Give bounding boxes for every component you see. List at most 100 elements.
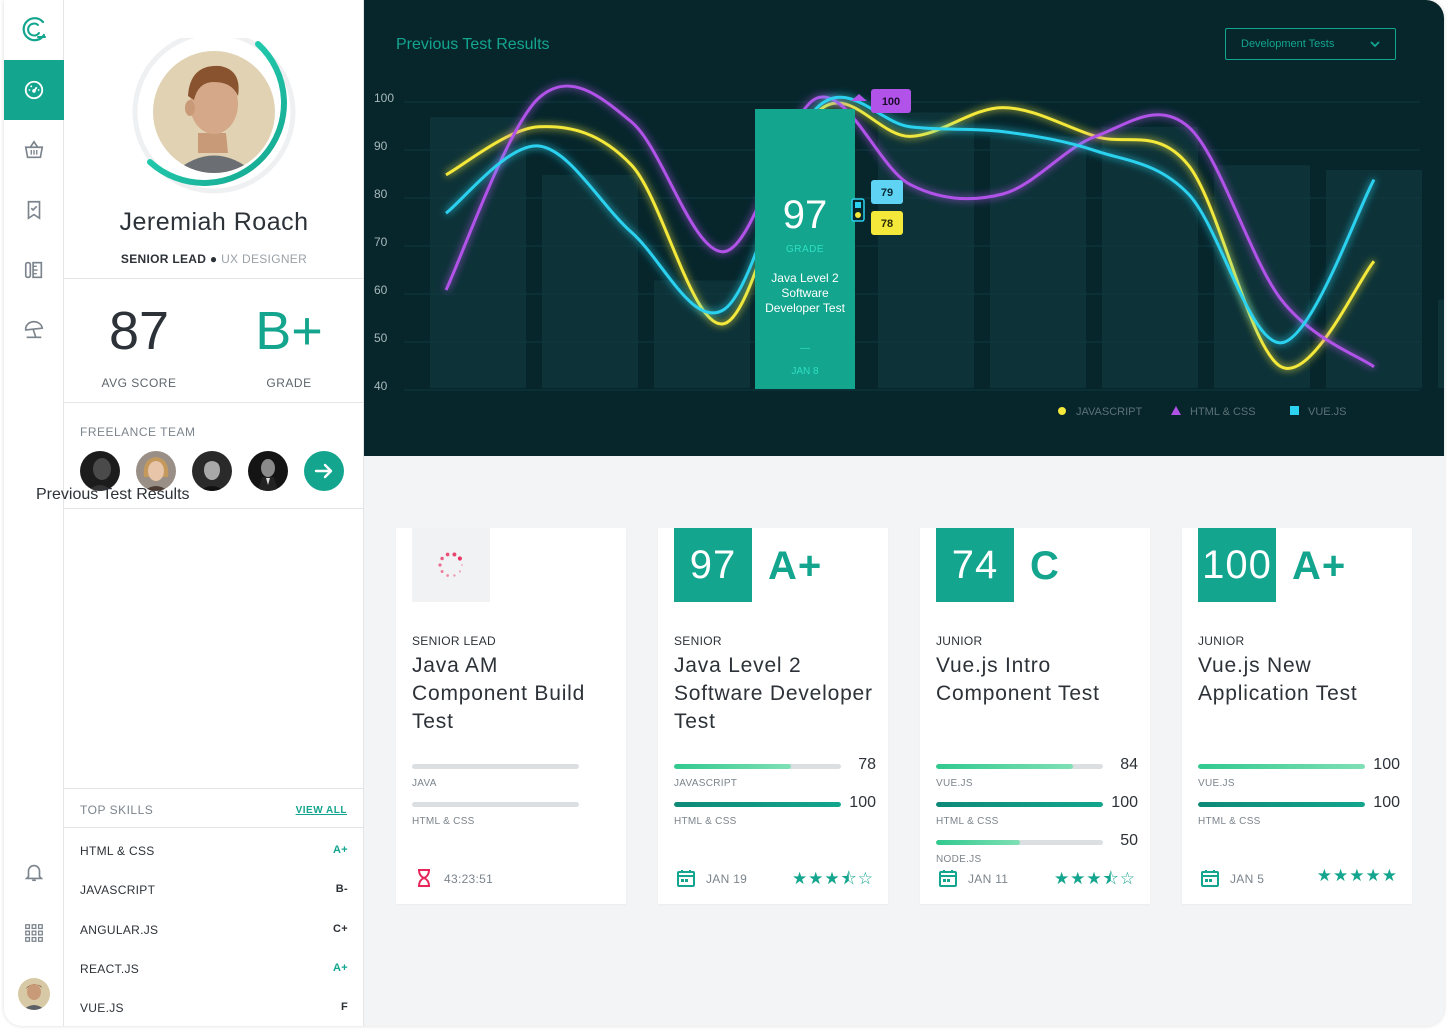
user-avatar-small[interactable] (18, 978, 50, 1010)
logo-icon[interactable] (21, 16, 47, 42)
skill-progress-bar (674, 802, 841, 807)
chart-bg-column (542, 174, 638, 388)
card-score: 100 (1198, 528, 1276, 602)
legend-label: HTML & CSS (1190, 406, 1256, 418)
nav-dashboard[interactable] (4, 60, 64, 120)
skill-grade: A+ (333, 961, 348, 974)
nav-shop[interactable] (4, 120, 64, 180)
team-member-avatar[interactable] (192, 451, 232, 491)
dashboard-icon (24, 80, 44, 100)
series-line-vue-js[interactable] (445, 95, 1376, 345)
card-level: JUNIOR (936, 634, 983, 648)
test-type-dropdown[interactable]: Development Tests (1225, 28, 1396, 60)
grade-value: B+ (255, 301, 323, 361)
chart-panel: Previous Test Results Development Tests … (364, 0, 1444, 456)
skill-name: HTML & CSS (80, 844, 155, 858)
card-loading (412, 528, 490, 602)
skill-row[interactable]: VUE.JS F (80, 1001, 348, 1015)
series-line-html-css[interactable] (444, 84, 1375, 369)
series-line-javascript[interactable] (445, 101, 1376, 370)
highlight-bar[interactable] (755, 109, 855, 389)
js-value-tag-text: 78 (881, 218, 893, 230)
card-grade: C (1030, 544, 1060, 588)
skill-name: JAVASCRIPT (80, 883, 156, 898)
skill-name: REACT.JS (80, 961, 140, 976)
app-frame: Jeremiah Roach SENIOR LEAD ● UX DESIGNER… (4, 0, 1444, 1026)
highlight-test-line-2: Software (781, 286, 829, 300)
bell-icon (24, 864, 44, 882)
skill-progress-bar (674, 764, 841, 769)
js-value-tag (871, 211, 903, 235)
legend-label: VUE.JS (1308, 406, 1347, 418)
nav-tasks[interactable] (4, 180, 64, 240)
skill-name: VUE.JS (80, 1001, 124, 1016)
skill-row[interactable]: HTML & CSS A+ (80, 844, 348, 858)
view-all-link[interactable]: VIEW ALL (295, 805, 347, 816)
y-tick-label: 80 (374, 187, 388, 201)
calendar-icon (677, 870, 695, 887)
card-level: SENIOR (674, 634, 722, 648)
skill-score: 78 (858, 756, 876, 773)
html-value-tag-text: 100 (882, 96, 900, 108)
nav-beach[interactable] (4, 300, 64, 360)
card-level: SENIOR LEAD (412, 634, 496, 648)
highlight-test-line-3: Developer Test (765, 301, 845, 315)
skill-grade: B- (335, 883, 348, 896)
skill-progress-fill (936, 840, 1020, 845)
team-member-avatar[interactable] (80, 451, 120, 491)
vue-value-tag (871, 180, 903, 204)
vue-value-tag-text: 79 (881, 187, 893, 199)
arrow-right-icon (314, 463, 333, 479)
html-value-tag (871, 89, 911, 113)
skill-grade: C+ (333, 922, 348, 935)
legend-label: JAVASCRIPT (1076, 406, 1142, 418)
skill-grade: F (340, 1001, 348, 1014)
skill-progress-bar (936, 764, 1103, 769)
card-footer-text: JAN 19 (706, 872, 748, 886)
skill-label: VUE.JS (936, 778, 973, 789)
profile-role: SENIOR LEAD ● UX DESIGNER (64, 252, 364, 266)
skill-row[interactable]: ANGULAR.JS C+ (80, 923, 348, 937)
highlight-dash: — (800, 343, 810, 354)
result-card[interactable]: SENIOR LEAD Java AM Component Build Test J… (396, 528, 626, 904)
skill-label: NODE.JS (936, 854, 982, 865)
team-member-avatar[interactable] (136, 451, 176, 491)
nav-notifications[interactable] (4, 842, 64, 902)
card-footer-text: 43:23:51 (444, 872, 494, 886)
basket-icon (24, 140, 44, 159)
skill-row[interactable]: REACT.JS A+ (80, 962, 348, 976)
profile-name: Jeremiah Roach (119, 208, 309, 236)
y-tick-label: 70 (374, 235, 388, 249)
highlight-score-label: GRADE (786, 244, 824, 255)
avg-score-value: 87 (108, 301, 170, 361)
rating-stars: ★★★★★ (1316, 866, 1398, 885)
chart-bg-column (1438, 299, 1444, 388)
skill-progress-bar (936, 802, 1103, 807)
skill-progress-bar (936, 840, 1103, 845)
profile-avatar (128, 30, 300, 198)
role-separator: ● (209, 252, 218, 266)
calendar-icon (939, 870, 957, 887)
nav-apps[interactable] (4, 903, 64, 963)
skill-progress-fill (936, 802, 1103, 807)
bookmark-check-icon (27, 200, 41, 220)
result-card[interactable]: 97 A+ SENIOR Java Level 2 Software Develope… (658, 528, 888, 904)
nav-tools[interactable] (4, 240, 64, 300)
skill-score: 100 (1373, 794, 1400, 811)
skill-score: 100 (1373, 756, 1400, 773)
top-skills-label: TOP SKILLS (80, 803, 154, 817)
skill-progress-bar (1198, 764, 1365, 769)
skill-score: 84 (1120, 756, 1138, 773)
skill-grade: A+ (333, 844, 348, 856)
divider (64, 827, 364, 828)
highlight-test-line-1: Java Level 2 (771, 271, 839, 285)
result-card[interactable]: 100 A+ JUNIOR Vue.js New Application Test 10… (1182, 528, 1412, 904)
tools-icon (24, 261, 43, 279)
team-member-avatar[interactable] (248, 451, 288, 491)
team-members (80, 451, 344, 491)
umbrella-icon (24, 320, 44, 339)
skill-row[interactable]: JAVASCRIPT B- (80, 883, 348, 897)
result-card[interactable]: 74 C JUNIOR Vue.js Intro Component Test 84 VU… (920, 528, 1150, 904)
team-next-button[interactable] (304, 451, 344, 491)
apps-grid-icon (25, 924, 43, 942)
